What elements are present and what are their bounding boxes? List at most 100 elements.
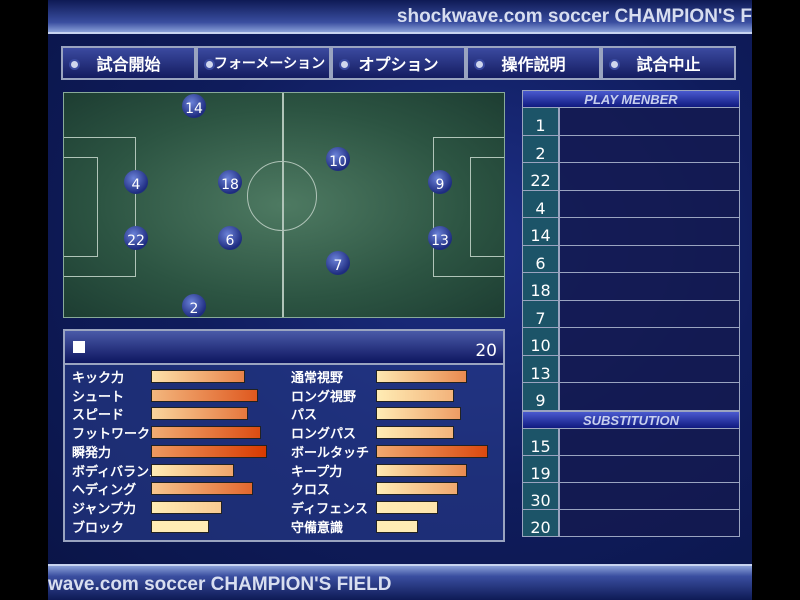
roster-name-slot xyxy=(560,428,739,455)
right-goal-box xyxy=(470,157,504,257)
roster-number: 18 xyxy=(523,273,560,300)
roster-name-slot xyxy=(560,455,739,482)
stat-bar xyxy=(151,426,262,440)
footer-bar: wave.com soccer CHAMPION'S FIELD xyxy=(48,564,752,600)
menu-button-3[interactable]: 操作説明 xyxy=(466,46,601,80)
roster-number: 30 xyxy=(523,482,560,510)
right-penalty-box xyxy=(433,137,504,277)
stat-row: クロス xyxy=(291,479,506,498)
player-marker[interactable]: 9 xyxy=(428,170,452,194)
stat-row: ジャンプ力 xyxy=(72,498,287,517)
stat-label: ロングパス xyxy=(291,427,357,443)
roster-name-slot xyxy=(560,509,739,536)
stat-bar xyxy=(376,426,454,440)
roster-row[interactable]: 18 xyxy=(522,273,740,301)
stat-label: ジャンプ力 xyxy=(72,501,136,517)
stat-label: パス xyxy=(291,408,318,424)
player-marker[interactable]: 7 xyxy=(326,251,350,275)
player-marker[interactable]: 4 xyxy=(124,170,148,194)
player-marker[interactable]: 2 xyxy=(182,294,206,317)
roster-row[interactable]: 4 xyxy=(522,190,740,218)
roster-row[interactable]: 22 xyxy=(522,163,740,191)
roster-row[interactable]: 7 xyxy=(522,300,740,328)
stat-row: ボディバランス xyxy=(72,461,287,480)
stat-label: 瞬発力 xyxy=(72,445,112,461)
menu-button-2[interactable]: オプション xyxy=(331,46,466,80)
substitution-header: SUBSTITUTION xyxy=(522,410,740,429)
stat-bar xyxy=(376,388,454,402)
stat-row: 瞬発力 xyxy=(72,442,287,461)
soccer-ball-icon xyxy=(69,59,80,70)
stat-bar xyxy=(376,407,462,421)
stat-row: キープ力 xyxy=(291,461,506,480)
game-title: shockwave.com soccer CHAMPION'S F xyxy=(396,6,752,27)
roster-name-slot xyxy=(560,383,739,410)
player-marker[interactable]: 18 xyxy=(218,170,242,194)
roster-row[interactable]: 2 xyxy=(522,135,740,163)
stat-label: ディフェンス xyxy=(291,501,368,517)
stat-row: ディフェンス xyxy=(291,498,506,517)
player-marker[interactable]: 13 xyxy=(428,226,452,250)
square-icon xyxy=(73,341,85,353)
menu-button-1[interactable]: フォーメーション xyxy=(196,46,331,80)
player-marker[interactable]: 10 xyxy=(326,147,350,171)
center-circle xyxy=(247,161,317,231)
stat-bar xyxy=(151,482,253,496)
player-marker[interactable]: 22 xyxy=(124,226,148,250)
stat-bar xyxy=(376,444,488,458)
stat-label: キープ力 xyxy=(291,464,343,480)
substitute-row[interactable]: 30 xyxy=(522,482,740,510)
roster-row[interactable]: 1 xyxy=(522,108,740,136)
stat-bar xyxy=(151,388,258,402)
roster-name-slot xyxy=(560,273,739,300)
roster-number: 22 xyxy=(523,163,560,190)
player-marker[interactable]: 14 xyxy=(182,94,206,118)
left-penalty-box xyxy=(64,137,136,277)
stat-row: ヘディング xyxy=(72,479,287,498)
roster-row[interactable]: 10 xyxy=(522,328,740,356)
stat-bar xyxy=(376,519,418,533)
substitute-row[interactable]: 20 xyxy=(522,509,740,537)
stat-label: フットワーク xyxy=(72,427,151,443)
roster-name-slot xyxy=(560,482,739,509)
roster-row[interactable]: 14 xyxy=(522,218,740,246)
roster-row[interactable]: 13 xyxy=(522,355,740,383)
stat-label: ボールタッチ xyxy=(291,445,370,461)
stat-bar xyxy=(151,370,245,383)
substitute-row[interactable]: 19 xyxy=(522,455,740,483)
stat-label: ブロック xyxy=(72,520,125,536)
player-stats-panel: 20 キック力 シュート スピード フットワーク 瞬発力 ボディバランス ヘディング ジャンプ… xyxy=(63,329,505,542)
roster-name-slot xyxy=(560,218,739,245)
substitute-row[interactable]: 15 xyxy=(522,428,740,456)
stat-row: ロング視野 xyxy=(291,386,506,405)
menu-button-label: フォーメーション xyxy=(213,56,326,72)
roster-name-slot xyxy=(560,300,739,327)
stat-label: ロング視野 xyxy=(291,389,357,405)
menu-button-label: 試合中止 xyxy=(636,55,701,74)
stat-label: 通常視野 xyxy=(291,371,344,386)
roster-row[interactable]: 6 xyxy=(522,245,740,273)
roster-name-slot xyxy=(560,355,739,382)
menu-button-0[interactable]: 試合開始 xyxy=(61,46,196,80)
soccer-field[interactable]: 14 4 18 22 6 2 10 9 13 7 xyxy=(63,92,505,318)
roster-name-slot xyxy=(560,108,739,135)
stat-row: 守備意識 xyxy=(291,517,506,536)
roster-number: 14 xyxy=(523,218,560,245)
roster-number: 7 xyxy=(523,300,560,328)
roster-number: 13 xyxy=(523,355,560,383)
stat-label: 守備意識 xyxy=(291,520,344,536)
roster-number: 6 xyxy=(523,245,560,273)
roster-number: 10 xyxy=(523,328,560,355)
menu-button-4[interactable]: 試合中止 xyxy=(601,46,736,80)
soccer-ball-icon xyxy=(339,59,350,70)
stat-row: スピード xyxy=(72,404,287,423)
stat-bar xyxy=(151,500,222,514)
roster-name-slot xyxy=(560,245,739,272)
menu-button-label: オプション xyxy=(358,55,439,74)
stat-bar xyxy=(376,482,458,496)
stat-label: シュート xyxy=(72,389,125,405)
player-marker[interactable]: 6 xyxy=(218,226,242,250)
menu-button-label: 試合開始 xyxy=(96,55,161,74)
roster-number: 2 xyxy=(523,135,560,163)
roster-row[interactable]: 9 xyxy=(522,383,740,411)
